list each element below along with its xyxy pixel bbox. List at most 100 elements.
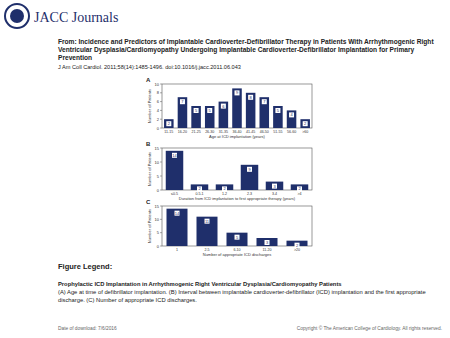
data-label: 7 — [263, 99, 266, 104]
bar — [257, 238, 278, 246]
data-label-box — [265, 240, 270, 245]
panel-label: A — [146, 77, 151, 83]
data-label-box — [297, 186, 302, 191]
data-label: 5 — [277, 108, 280, 113]
data-label-box — [180, 99, 185, 104]
citation: J Am Coll Cardiol. 2011;58(14):1485-1496… — [58, 64, 241, 70]
data-label-box — [221, 104, 226, 109]
data-label: 9 — [248, 167, 251, 172]
data-label: 7 — [181, 99, 184, 104]
bars — [164, 88, 310, 128]
data-labels: 1411532 — [175, 211, 300, 248]
bar — [246, 93, 256, 128]
bar — [232, 88, 242, 128]
data-label: 5 — [209, 108, 212, 113]
x-axis-label: Number of appropriate ICD discharges — [203, 252, 271, 257]
y-tick-label: 4 — [157, 108, 160, 113]
data-label-box — [247, 167, 252, 172]
data-label: 11 — [205, 219, 210, 224]
data-label: 5 — [195, 108, 198, 113]
data-label-box — [275, 108, 280, 113]
data-label: 2 — [296, 243, 299, 248]
data-label: 2 — [198, 186, 201, 191]
data-label-box — [197, 186, 202, 191]
y-tick-label: 15 — [155, 204, 160, 209]
bar — [197, 217, 218, 246]
bar — [260, 97, 270, 128]
bar — [300, 119, 310, 128]
data-label: 14 — [175, 211, 180, 216]
bar — [273, 106, 283, 128]
bars — [166, 151, 309, 190]
y-tick-label: 6 — [157, 99, 160, 104]
logo-seal-core — [10, 9, 24, 23]
bars — [167, 209, 308, 246]
footer-copyright: Copyright © The American College of Card… — [297, 326, 442, 331]
data-label: 3 — [273, 184, 276, 189]
x-tick-label: 56-60 — [287, 130, 296, 134]
bar — [191, 106, 201, 128]
data-label: 6 — [222, 104, 225, 109]
y-tick — [160, 190, 162, 191]
bar — [166, 151, 184, 190]
data-label: 5 — [236, 235, 239, 240]
data-label-box — [172, 153, 177, 158]
x-tick-label: 51-55 — [273, 130, 282, 134]
data-label-box — [207, 108, 212, 113]
data-label-box — [303, 121, 308, 126]
legend-heading: Figure Legend: — [58, 262, 112, 271]
data-label-box — [166, 121, 171, 126]
y-tick — [160, 206, 162, 207]
x-tick-label: 11-15 — [164, 130, 173, 134]
bar — [287, 110, 297, 128]
y-tick — [160, 162, 162, 163]
data-label-box — [248, 95, 253, 100]
y-tick — [160, 246, 162, 247]
data-label-box — [235, 90, 240, 95]
bar — [205, 106, 215, 128]
x-tick-label: 1 — [176, 248, 178, 252]
data-label-box — [175, 211, 180, 216]
data-label: 2 — [168, 121, 171, 126]
chart-panel: A0246810Number of Patients2755698754211-… — [146, 77, 312, 139]
x-tick-label: >20 — [294, 248, 300, 252]
y-tick — [160, 232, 162, 233]
x-axis-label: Age at ICD implantation (years) — [209, 134, 265, 139]
y-tick-label: 10 — [155, 160, 160, 165]
y-axis-label: Number of Patients — [147, 209, 152, 243]
y-tick-label: 15 — [155, 146, 160, 151]
x-tick-label: >4 — [297, 192, 301, 196]
logo-seal — [5, 4, 29, 28]
data-label: 2 — [223, 186, 226, 191]
data-labels: 27556987542 — [166, 90, 307, 126]
y-tick-label: 8 — [157, 90, 160, 95]
y-tick-label: 0 — [157, 126, 160, 131]
x-tick-label: >60 — [302, 130, 308, 134]
bar — [219, 102, 229, 128]
plot-frame — [162, 148, 312, 190]
y-tick — [160, 101, 162, 102]
y-tick-label: 10 — [155, 82, 160, 87]
chart-panel: C051015Number of Patients141153212-56-10… — [146, 199, 312, 257]
bar — [164, 119, 174, 128]
y-tick — [160, 84, 162, 85]
footer-date: Date of download: 7/6/2016 — [58, 326, 117, 331]
y-tick-label: 5 — [157, 230, 160, 235]
x-tick-label: 16-20 — [178, 130, 187, 134]
x-tick-label: ≤0.5 — [171, 192, 178, 196]
y-axis-label: Number of Patients — [147, 89, 152, 123]
x-tick-label: 21-25 — [191, 130, 200, 134]
y-tick — [160, 219, 162, 220]
bar — [241, 165, 259, 190]
data-label-box — [222, 186, 227, 191]
data-label-box — [194, 108, 199, 113]
logo-text: JACC Journals — [34, 10, 118, 25]
y-tick — [160, 119, 162, 120]
bar — [227, 233, 248, 246]
y-tick-label: 0 — [157, 244, 160, 249]
data-label-box — [205, 219, 210, 224]
y-tick — [160, 92, 162, 93]
data-label-box — [235, 235, 240, 240]
chart-panel: B051015Number of Patients1422932≤0.50.5-… — [146, 141, 312, 201]
legend-text: (A) Age at time of defibrillator implant… — [58, 289, 443, 304]
